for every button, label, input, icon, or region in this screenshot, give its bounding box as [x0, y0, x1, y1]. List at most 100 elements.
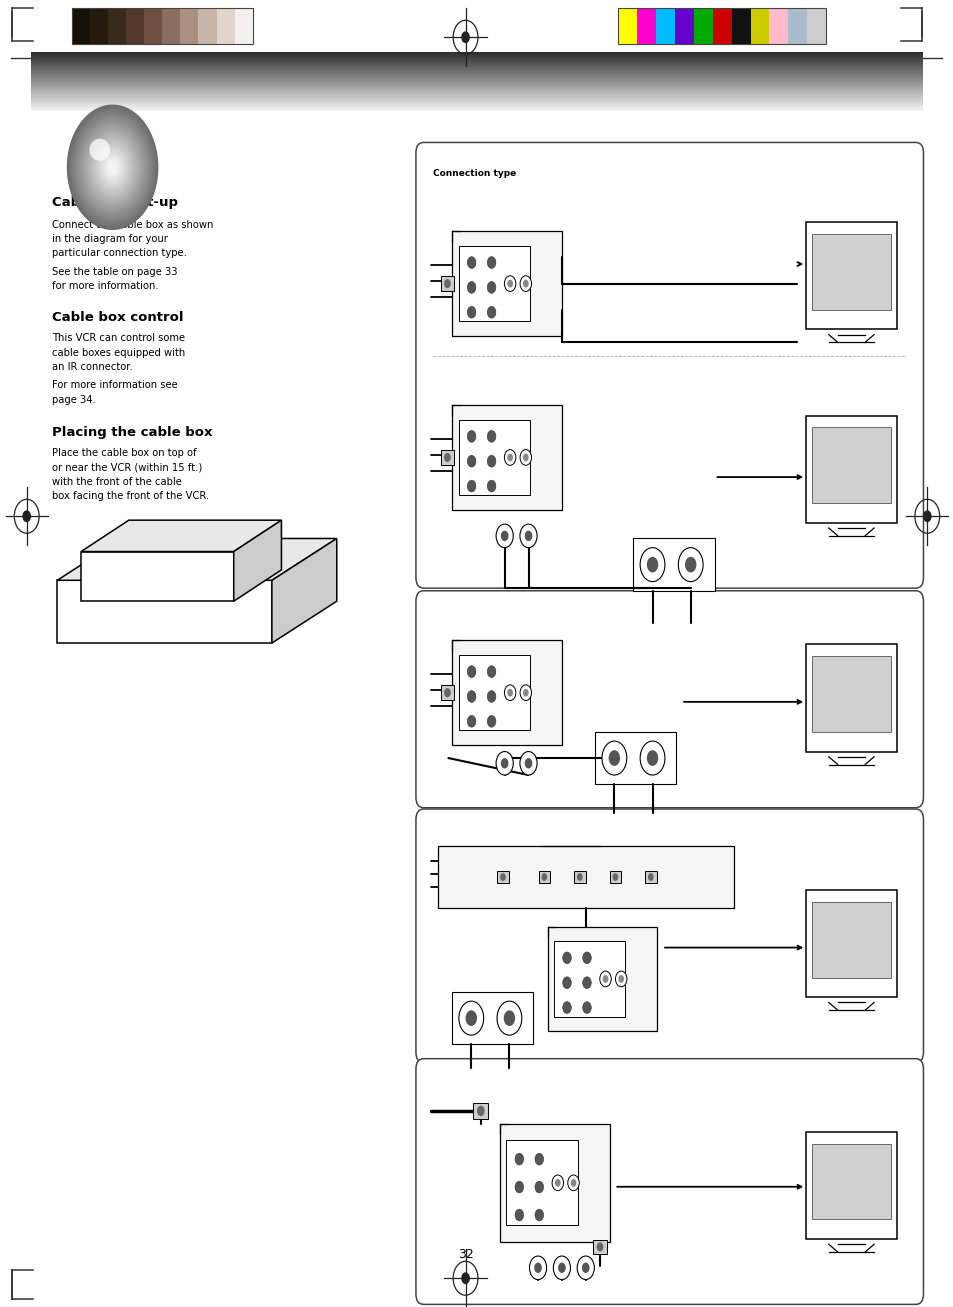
Circle shape [487, 665, 496, 677]
Circle shape [582, 951, 591, 963]
Circle shape [91, 137, 134, 197]
Circle shape [72, 112, 152, 222]
Bar [234, 9, 253, 43]
Bar [644, 870, 656, 884]
Circle shape [91, 139, 133, 196]
Circle shape [552, 1175, 563, 1191]
Circle shape [487, 281, 496, 293]
Circle shape [522, 280, 528, 288]
Circle shape [487, 306, 496, 318]
Text: in the diagram for your: in the diagram for your [52, 234, 168, 244]
Circle shape [70, 108, 155, 226]
Bar [440, 450, 454, 465]
Circle shape [443, 689, 450, 698]
Circle shape [73, 114, 152, 221]
Circle shape [612, 873, 618, 881]
Circle shape [608, 750, 619, 766]
Text: or near the VCR (within 15 ft.): or near the VCR (within 15 ft.) [52, 463, 202, 473]
Bar [71, 9, 90, 43]
Circle shape [467, 690, 476, 702]
Circle shape [487, 715, 496, 727]
Circle shape [567, 1175, 578, 1191]
Bar [593, 1239, 606, 1255]
Polygon shape [233, 520, 281, 601]
Circle shape [522, 689, 528, 697]
Bar [609, 870, 620, 884]
Bar [90, 9, 108, 43]
Bar [499, 1124, 609, 1242]
Circle shape [93, 141, 132, 193]
Circle shape [618, 975, 623, 983]
Bar [437, 846, 733, 908]
Circle shape [106, 158, 119, 176]
Bar [440, 685, 454, 701]
Circle shape [467, 281, 476, 293]
Bar [805, 644, 896, 752]
Circle shape [519, 276, 531, 291]
Circle shape [88, 133, 137, 201]
Text: an IR connector.: an IR connector. [52, 362, 133, 372]
Circle shape [95, 144, 130, 191]
Bar [750, 9, 769, 43]
Bar [452, 640, 561, 745]
Circle shape [487, 480, 496, 491]
Circle shape [467, 480, 476, 491]
Circle shape [562, 976, 571, 988]
Circle shape [107, 159, 118, 175]
Text: 32: 32 [457, 1248, 473, 1261]
Circle shape [74, 115, 151, 220]
Circle shape [596, 1242, 602, 1252]
Circle shape [460, 1272, 470, 1285]
Circle shape [582, 976, 591, 988]
Circle shape [465, 1010, 476, 1026]
Bar [595, 732, 676, 784]
Bar [554, 941, 625, 1017]
Circle shape [497, 1001, 521, 1035]
Bar [57, 580, 272, 643]
Circle shape [577, 873, 582, 881]
Circle shape [922, 510, 931, 523]
Circle shape [78, 120, 147, 214]
Circle shape [534, 1263, 541, 1273]
Bar [811, 427, 890, 503]
Bar [144, 9, 162, 43]
Circle shape [69, 107, 156, 227]
Circle shape [515, 1153, 523, 1165]
Circle shape [503, 1010, 515, 1026]
Circle shape [460, 31, 470, 43]
Circle shape [555, 1179, 560, 1187]
Circle shape [499, 873, 505, 881]
Bar [805, 416, 896, 523]
Circle shape [108, 161, 117, 174]
Circle shape [639, 741, 664, 775]
Circle shape [467, 455, 476, 467]
Bar [497, 870, 508, 884]
FancyBboxPatch shape [416, 809, 923, 1063]
Bar [473, 1103, 488, 1119]
Circle shape [524, 758, 532, 769]
Circle shape [77, 119, 148, 216]
Circle shape [507, 280, 513, 288]
Circle shape [99, 149, 126, 186]
Circle shape [487, 690, 496, 702]
Bar [769, 9, 787, 43]
Circle shape [443, 452, 450, 461]
Circle shape [90, 136, 135, 199]
Circle shape [98, 148, 127, 187]
FancyBboxPatch shape [416, 591, 923, 808]
Bar [108, 9, 126, 43]
Bar [633, 538, 714, 591]
Circle shape [601, 741, 626, 775]
Circle shape [581, 1263, 589, 1273]
Circle shape [562, 1001, 571, 1013]
Circle shape [507, 454, 513, 461]
Circle shape [96, 145, 129, 190]
Bar [787, 9, 806, 43]
Circle shape [553, 1256, 570, 1280]
Circle shape [487, 455, 496, 467]
Circle shape [602, 975, 608, 983]
Circle shape [504, 450, 516, 465]
Circle shape [105, 157, 120, 178]
Bar [452, 992, 533, 1044]
Circle shape [646, 557, 658, 572]
